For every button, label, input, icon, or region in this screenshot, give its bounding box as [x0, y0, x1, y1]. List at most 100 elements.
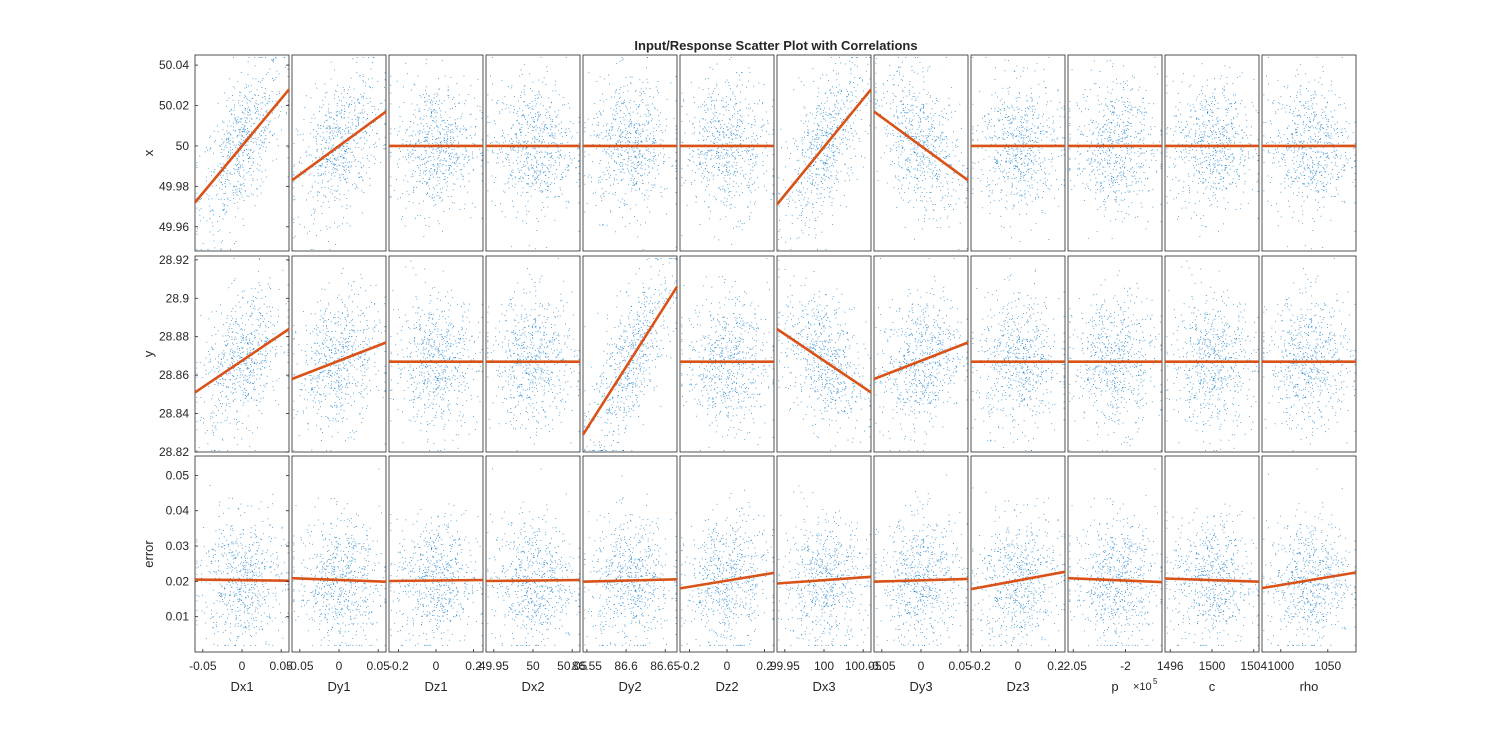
scatter-point [749, 190, 751, 192]
scatter-point [409, 143, 411, 145]
scatter-point [797, 181, 799, 183]
scatter-point [536, 94, 538, 96]
scatter-point [475, 118, 477, 120]
scatter-point [223, 199, 225, 201]
scatter-point [319, 135, 321, 137]
scatter-point [754, 115, 756, 117]
scatter-point [714, 236, 715, 238]
scatter-point [251, 131, 253, 133]
scatter-point [747, 114, 749, 116]
scatter-point [571, 137, 572, 139]
scatter-point [645, 138, 647, 140]
scatter-point [510, 175, 512, 177]
scatter-point [909, 162, 911, 163]
scatter-point [540, 189, 542, 191]
scatter-point [310, 97, 312, 99]
scatter-point [211, 175, 212, 177]
scatter-point [734, 137, 736, 139]
scatter-point [450, 77, 452, 78]
scatter-point [760, 136, 761, 137]
scatter-point [210, 210, 212, 211]
scatter-point [277, 145, 279, 147]
scatter-point [491, 175, 493, 177]
scatter-point [719, 158, 721, 160]
scatter-point [831, 134, 833, 135]
scatter-point [264, 104, 266, 106]
scatter-point [817, 249, 818, 250]
panel-x-vs-Dy1 [291, 54, 387, 252]
scatter-point [342, 87, 344, 89]
scatter-point [921, 228, 923, 230]
scatter-point [713, 174, 715, 176]
scatter-point [660, 192, 662, 193]
scatter-point [202, 243, 204, 244]
scatter-point [814, 153, 816, 155]
scatter-point [638, 134, 640, 136]
scatter-point [334, 97, 335, 99]
scatter-point [456, 128, 458, 130]
scatter-point [770, 199, 772, 200]
scatter-point [711, 150, 713, 151]
scatter-point [431, 116, 433, 118]
scatter-point [654, 108, 656, 110]
scatter-point [420, 130, 422, 132]
scatter-point [751, 184, 753, 185]
scatter-point [836, 190, 838, 191]
scatter-point [502, 142, 504, 144]
scatter-point [659, 143, 661, 145]
scatter-point [640, 100, 642, 102]
scatter-point [323, 136, 325, 138]
scatter-point [675, 100, 677, 102]
scatter-point [326, 160, 328, 162]
scatter-point [597, 117, 599, 118]
scatter-point [938, 176, 940, 178]
scatter-point [302, 133, 304, 135]
scatter-point [346, 208, 348, 209]
scatter-point [924, 218, 926, 220]
scatter-point [614, 160, 616, 162]
scatter-point [225, 105, 227, 107]
scatter-point [552, 119, 553, 121]
scatter-point [505, 157, 506, 159]
scatter-point [735, 158, 737, 160]
scatter-point [704, 175, 705, 177]
fit-line [775, 88, 873, 206]
scatter-point [369, 97, 371, 99]
scatter-point [633, 168, 635, 170]
scatter-point [313, 208, 315, 210]
scatter-point [313, 175, 315, 177]
scatter-point [547, 185, 549, 187]
scatter-point [867, 97, 869, 99]
scatter-point [527, 175, 529, 176]
scatter-point [287, 157, 289, 159]
scatter-point [947, 195, 949, 197]
scatter-point [431, 152, 433, 153]
scatter-point [731, 154, 732, 156]
scatter-point [322, 155, 324, 157]
scatter-point [764, 147, 766, 149]
scatter-point [722, 148, 724, 150]
scatter-point [736, 162, 738, 164]
scatter-point [703, 139, 705, 141]
scatter-point [675, 161, 677, 162]
scatter-point [824, 148, 825, 150]
scatter-point [702, 173, 704, 174]
scatter-point [268, 95, 270, 97]
scatter-point [550, 102, 552, 104]
scatter-point [331, 161, 333, 163]
scatter-point [620, 109, 622, 111]
scatter-point [578, 121, 580, 123]
scatter-point [273, 80, 274, 81]
scatter-point [707, 108, 709, 110]
scatter-point [437, 164, 439, 166]
scatter-point [436, 119, 438, 121]
scatter-point [652, 187, 654, 188]
scatter-point [829, 166, 831, 168]
scatter-point [426, 181, 428, 183]
scatter-point [741, 150, 743, 152]
scatter-point [440, 117, 442, 118]
scatter-point [829, 187, 830, 189]
scatter-point [561, 121, 562, 123]
scatter-point [646, 206, 648, 208]
scatter-point [953, 131, 954, 133]
